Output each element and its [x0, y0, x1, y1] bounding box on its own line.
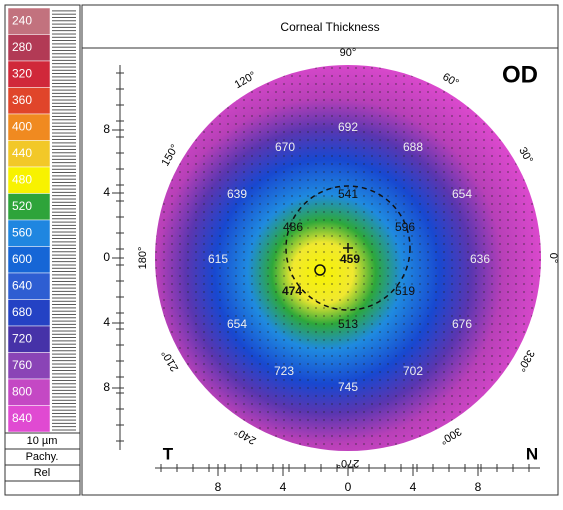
- thickness-value: 670: [275, 140, 295, 154]
- y-tick-label: 0: [103, 250, 110, 264]
- angle-label: 90°: [340, 47, 357, 59]
- thickness-value: 596: [395, 220, 415, 234]
- scale-label: 840: [12, 411, 32, 425]
- y-tick-label: 4: [103, 315, 110, 329]
- scale-text: Pachy.: [26, 451, 59, 463]
- pupil-outline: [285, 185, 411, 311]
- thickness-value: 745: [338, 380, 358, 394]
- scale-label: 720: [12, 331, 32, 345]
- thickness-value: 688: [403, 140, 423, 154]
- thickness-value: 692: [338, 120, 358, 134]
- scale-label: 680: [12, 305, 32, 319]
- scale-frame: [4, 4, 81, 496]
- thickness-value: 519: [395, 284, 415, 298]
- thickness-value: 486: [283, 220, 303, 234]
- thickness-value: 676: [452, 317, 472, 331]
- thickness-value: 639: [227, 187, 247, 201]
- x-tick-label: 4: [410, 480, 417, 494]
- thickness-value: 702: [403, 364, 423, 378]
- scale-label: 520: [12, 199, 32, 213]
- scale-label: 560: [12, 225, 32, 239]
- y-tick-label: 8: [103, 380, 110, 394]
- scale-label: 600: [12, 252, 32, 266]
- y-tick-label: 4: [103, 185, 110, 199]
- y-tick-label: 8: [103, 122, 110, 136]
- angle-label: 180°: [137, 247, 149, 270]
- title: Corneal Thickness: [280, 20, 379, 34]
- scale-label: 320: [12, 66, 32, 80]
- scale-label: 240: [12, 13, 32, 27]
- scale-swatch: [7, 140, 51, 168]
- scale-text: Rel: [34, 467, 51, 479]
- pupil-center: [343, 243, 353, 253]
- thickness-value: 654: [452, 187, 472, 201]
- scale-swatch: [7, 378, 51, 406]
- thickness-value: 615: [208, 252, 228, 266]
- scale-swatch: [7, 352, 51, 380]
- scale-swatch: [7, 166, 51, 194]
- scale-label: 800: [12, 384, 32, 398]
- thickness-value: 459: [340, 252, 360, 266]
- thickness-value: 654: [227, 317, 247, 331]
- thickness-value: 636: [470, 252, 490, 266]
- scale-label: 760: [12, 358, 32, 372]
- scale-swatch: [7, 246, 51, 274]
- side-label: N: [526, 444, 538, 463]
- map-dots: [155, 65, 541, 451]
- scale-label: 360: [12, 93, 32, 107]
- scale-label: 440: [12, 146, 32, 160]
- map-frame: [81, 4, 559, 496]
- angle-label: 270°: [337, 457, 360, 469]
- thickness-value: 474: [282, 284, 302, 298]
- scale-label: 480: [12, 172, 32, 186]
- thickness-value: 723: [274, 364, 294, 378]
- x-tick-label: 8: [475, 480, 482, 494]
- scale-label: 400: [12, 119, 32, 133]
- angle-label: 0°: [547, 253, 559, 264]
- scale-label: 280: [12, 40, 32, 54]
- eye-label: OD: [502, 61, 538, 88]
- scale-label: 640: [12, 278, 32, 292]
- thinnest-point: [314, 264, 326, 276]
- scale-swatch: [7, 325, 51, 353]
- side-label: T: [163, 444, 174, 463]
- scale-swatch: [7, 405, 51, 433]
- x-tick-label: 0: [345, 480, 352, 494]
- thickness-value: 541: [338, 187, 358, 201]
- scale-swatch: [7, 299, 51, 327]
- x-tick-label: 4: [280, 480, 287, 494]
- scale-swatch: [7, 219, 51, 247]
- scale-hatch: [52, 8, 76, 432]
- scale-swatch: [7, 113, 51, 141]
- thickness-value: 513: [338, 317, 358, 331]
- scale-swatch: [7, 272, 51, 300]
- scale-text: 10 µm: [27, 435, 58, 447]
- x-tick-label: 8: [215, 480, 222, 494]
- scale-box: [4, 464, 81, 482]
- scale-swatch: [7, 87, 51, 115]
